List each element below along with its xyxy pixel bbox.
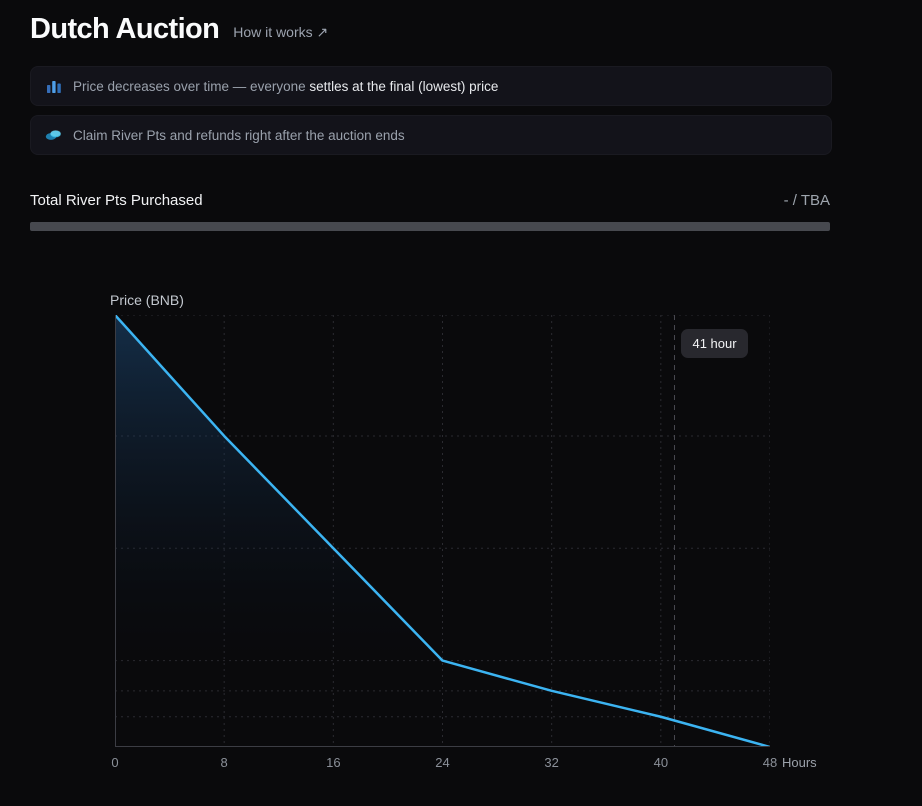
bar-chart-icon	[45, 78, 62, 94]
price-chart-svg	[115, 315, 770, 747]
note-price-decrease: Price decreases over time — everyone set…	[30, 66, 832, 106]
x-axis-title: Hours	[782, 755, 817, 770]
x-tick-label: 24	[435, 755, 450, 770]
y-axis-title: Price (BNB)	[110, 292, 184, 308]
x-tick-label: 32	[544, 755, 559, 770]
note-claim-refunds: Claim River Pts and refunds right after …	[30, 115, 832, 155]
note-text: Price decreases over time — everyone set…	[73, 79, 498, 94]
page-title: Dutch Auction	[30, 13, 220, 45]
x-tick-label: 48	[762, 755, 778, 770]
coins-icon	[45, 127, 62, 143]
x-tick-label: 16	[326, 755, 341, 770]
info-notes: Price decreases over time — everyone set…	[30, 66, 832, 155]
x-tick-label: 8	[220, 755, 228, 770]
x-tick-label: 40	[653, 755, 669, 770]
price-chart-plot-area[interactable]: 41 hour	[115, 315, 770, 747]
total-purchased-row: Total River Pts Purchased - / TBA	[30, 192, 830, 209]
progress-bar	[30, 222, 830, 231]
time-marker-badge: 41 hour	[681, 329, 748, 358]
note-strong-text: settles at the final (lowest) price	[309, 78, 499, 94]
total-purchased-label: Total River Pts Purchased	[30, 192, 203, 209]
header: Dutch Auction How it works ↗	[30, 13, 329, 46]
note-muted-text: Claim River Pts and refunds right after …	[73, 127, 405, 143]
x-tick-label: 0	[111, 755, 119, 770]
x-axis-labels: 0 8 16 24 32 40 48	[111, 755, 777, 771]
total-purchased-value: - / TBA	[783, 192, 830, 209]
how-it-works-link[interactable]: How it works ↗	[233, 23, 329, 40]
note-muted-text: Price decreases over time — everyone	[73, 78, 310, 94]
